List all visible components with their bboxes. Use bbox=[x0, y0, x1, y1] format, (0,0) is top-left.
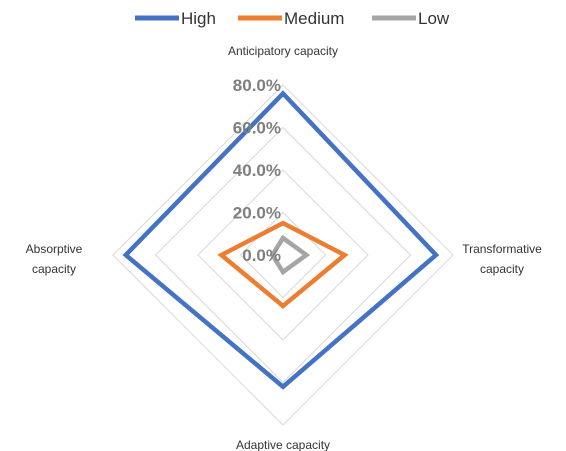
legend-label-low: Low bbox=[418, 9, 450, 28]
grid-ring bbox=[154, 126, 412, 384]
radial-tick-labels: 0.0% 20.0% 40.0% 60.0% 80.0% bbox=[233, 76, 281, 265]
grid-ring bbox=[239, 211, 327, 299]
axis-label-line: Absorptive bbox=[26, 242, 83, 256]
tick-label: 80.0% bbox=[233, 76, 281, 95]
tick-label: 60.0% bbox=[233, 119, 281, 138]
axis-label-top: Anticipatory capacity bbox=[228, 44, 338, 58]
legend-label-high: High bbox=[181, 9, 216, 28]
axis-label-line: Anticipatory capacity bbox=[228, 44, 338, 58]
tick-label: 0.0% bbox=[242, 246, 281, 265]
axis-label-line: Adaptive capacity bbox=[236, 438, 330, 451]
axis-label-bottom: Adaptive capacity bbox=[236, 438, 330, 451]
series-low bbox=[269, 234, 311, 276]
grid-ring bbox=[197, 169, 369, 341]
axis-labels: Anticipatory capacity Transformative capac… bbox=[26, 44, 542, 451]
legend-label-medium: Medium bbox=[284, 9, 344, 28]
tick-label: 20.0% bbox=[233, 204, 281, 223]
series-medium bbox=[217, 220, 349, 309]
radar-series bbox=[122, 90, 440, 390]
axis-label-line: Transformative bbox=[462, 242, 542, 256]
tick-label: 40.0% bbox=[233, 161, 281, 180]
axis-label-line: capacity bbox=[32, 262, 76, 276]
grid-ring bbox=[112, 84, 454, 426]
radar-grid bbox=[112, 84, 454, 426]
legend: High Medium Low bbox=[135, 9, 450, 28]
series-high bbox=[122, 90, 440, 390]
axis-label-line: capacity bbox=[480, 262, 524, 276]
axis-label-right: Transformative capacity bbox=[462, 242, 542, 276]
axis-label-left: Absorptive capacity bbox=[26, 242, 83, 276]
